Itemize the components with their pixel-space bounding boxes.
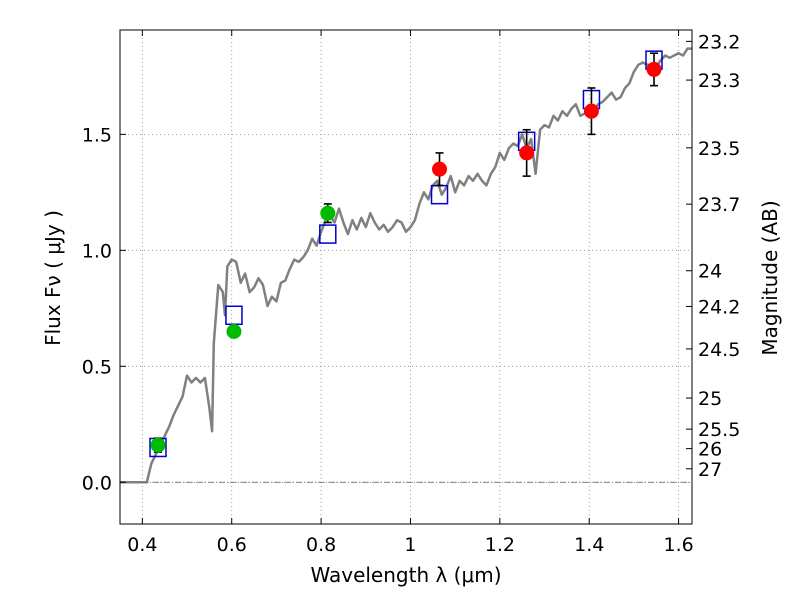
plot-frame (120, 30, 692, 524)
y2-tick-label: 23.2 (698, 31, 740, 53)
x-tick-label: 0.4 (127, 534, 157, 556)
y-tick-label: 1.0 (82, 240, 112, 262)
y2-tick-label: 23.7 (698, 194, 740, 216)
plot-border (119, 29, 693, 525)
y2-tick-label: 26 (698, 439, 722, 461)
y2-tick-label: 25.5 (698, 419, 740, 441)
y-tick-label: 0.5 (82, 356, 112, 378)
y2-tick-label: 27 (698, 459, 722, 481)
x-tick-label: 1.4 (574, 534, 604, 556)
y-axis-ticks: 0.0 0.5 1.0 1.5 (82, 124, 126, 494)
observed-point-red (646, 61, 662, 77)
y-axis-label: Flux Fν ( μJy ) (41, 210, 65, 346)
sed-model-line (120, 47, 692, 484)
observed-point-red (583, 103, 599, 119)
x-tick-label: 0.8 (306, 534, 336, 556)
x-tick-label: 1.2 (485, 534, 515, 556)
model-photometry-box (319, 224, 337, 244)
sed-line-layer (120, 47, 692, 484)
y2-tick-label: 23.5 (698, 138, 740, 160)
observed-point-red (519, 145, 535, 161)
y2-tick-label: 24.5 (698, 339, 740, 361)
observed-point-green (320, 205, 336, 221)
point-layer (150, 61, 662, 453)
y2-axis-label: Magnitude (AB) (758, 200, 782, 355)
x-axis-label: Wavelength λ (μm) (310, 563, 501, 587)
x-axis-ticks: 0.4 0.6 0.8 1 1.2 1.4 1.6 (127, 30, 694, 556)
y-tick-label: 1.5 (82, 124, 112, 146)
observed-point-green (150, 437, 166, 453)
x-tick-label: 0.6 (217, 534, 247, 556)
observed-point-green (226, 324, 242, 340)
y2-tick-label: 23.3 (698, 70, 740, 92)
y2-tick-label: 25 (698, 388, 722, 410)
observed-point-red (432, 161, 448, 177)
x-tick-label: 1 (404, 534, 416, 556)
y-tick-label: 0.0 (82, 472, 112, 494)
x-tick-label: 1.6 (663, 534, 693, 556)
y2-tick-label: 24 (698, 261, 722, 283)
y2-tick-label: 24.2 (698, 296, 740, 318)
